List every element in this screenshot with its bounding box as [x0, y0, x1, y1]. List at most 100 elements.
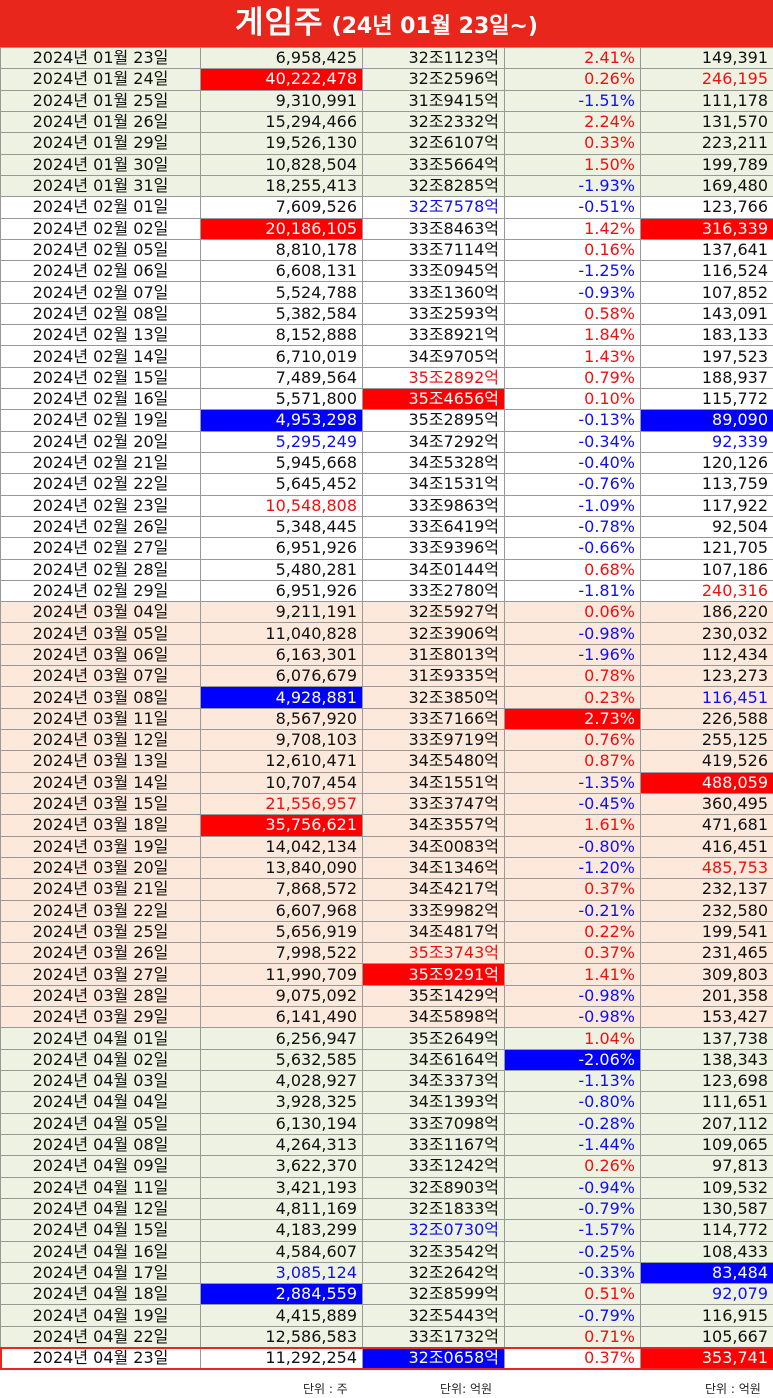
market-cap-cell: 34조5328억 [362, 451, 505, 475]
table-row: 2024년 02월 05일 8,810,178 33조7114억 0.16% 137,6… [0, 238, 773, 262]
amount-cell: 112,434 [640, 643, 773, 667]
amount-cell: 123,766 [640, 196, 773, 219]
change-cell: 0.06% [504, 601, 641, 624]
change-cell: -0.21% [504, 899, 641, 922]
amount-cell: 149,391 [640, 46, 773, 70]
change-cell: -1.13% [504, 1069, 641, 1093]
date-cell: 2024년 01월 24일 [0, 68, 201, 91]
amount-cell: 226,588 [640, 707, 773, 731]
market-cap-cell: 32조8903억 [362, 1176, 505, 1199]
volume-cell: 5,656,919 [200, 920, 363, 944]
amount-cell: 201,358 [640, 984, 773, 1008]
table-row: 2024년 03월 22일 6,607,968 33조9982억 -0.21% 232,… [0, 899, 773, 922]
table-row: 2024년 02월 15일 7,489,564 35조2892억 0.79% 188,9… [0, 366, 773, 390]
table-row: 2024년 03월 28일 9,075,092 35조1429억 -0.98% 201,… [0, 984, 773, 1008]
date-cell: 2024년 02월 05일 [0, 238, 201, 262]
date-cell: 2024년 04월 03일 [0, 1069, 201, 1093]
amount-cell: 109,065 [640, 1133, 773, 1157]
date-cell: 2024년 04월 17일 [0, 1261, 201, 1285]
amount-cell: 231,465 [640, 942, 773, 965]
change-cell: 0.22% [504, 920, 641, 944]
amount-cell: 111,178 [640, 89, 773, 112]
table-row: 2024년 04월 05일 6,130,194 33조7098억 -0.28% 207,… [0, 1112, 773, 1135]
stock-table-body: 2024년 01월 23일 6,958,425 32조1123억 2.41% 149,3… [0, 46, 773, 1370]
change-cell: -0.28% [504, 1112, 641, 1135]
change-cell: 2.24% [504, 110, 641, 134]
volume-cell: 3,928,325 [200, 1091, 363, 1114]
date-cell: 2024년 04월 15일 [0, 1219, 201, 1242]
change-cell: 0.26% [504, 1155, 641, 1178]
market-cap-cell: 34조4217억 [362, 878, 505, 901]
market-cap-cell: 32조8599억 [362, 1283, 505, 1306]
market-cap-cell: 33조1167억 [362, 1133, 505, 1157]
market-cap-cell: 34조6164억 [362, 1048, 505, 1072]
volume-cell: 6,163,301 [200, 643, 363, 667]
date-cell: 2024년 02월 20일 [0, 430, 201, 453]
date-cell: 2024년 01월 29일 [0, 132, 201, 155]
amount-cell: 199,541 [640, 920, 773, 944]
table-row: 2024년 03월 07일 6,076,679 31조9335억 0.78% 123,2… [0, 665, 773, 688]
amount-cell: 117,922 [640, 494, 773, 517]
volume-cell: 40,222,478 [200, 68, 363, 91]
date-cell: 2024년 03월 18일 [0, 814, 201, 837]
volume-cell: 4,584,607 [200, 1240, 363, 1263]
change-cell: -0.33% [504, 1261, 641, 1285]
market-cap-cell: 34조9705억 [362, 345, 505, 368]
amount-cell: 120,126 [640, 451, 773, 475]
market-cap-cell: 32조1123억 [362, 46, 505, 70]
table-row: 2024년 02월 14일 6,710,019 34조9705억 1.43% 197,5… [0, 345, 773, 368]
table-row: 2024년 04월 09일 3,622,370 33조1242억 0.26% 97,81… [0, 1155, 773, 1178]
date-cell: 2024년 02월 28일 [0, 558, 201, 581]
date-cell: 2024년 03월 07일 [0, 665, 201, 688]
table-row: 2024년 02월 16일 5,571,800 35조4656억 0.10% 115,7… [0, 387, 773, 411]
date-cell: 2024년 04월 16일 [0, 1240, 201, 1263]
change-cell: 0.26% [504, 68, 641, 91]
amount-cell: 255,125 [640, 728, 773, 752]
market-cap-cell: 34조5898억 [362, 1006, 505, 1029]
amount-cell: 109,532 [640, 1176, 773, 1199]
change-cell: 2.73% [504, 707, 641, 731]
change-cell: 0.87% [504, 750, 641, 773]
change-cell: 0.37% [504, 1347, 641, 1370]
volume-cell: 4,028,927 [200, 1069, 363, 1093]
change-cell: -0.40% [504, 451, 641, 475]
market-cap-cell: 32조0658억 [362, 1347, 505, 1370]
volume-cell: 3,421,193 [200, 1176, 363, 1199]
volume-cell: 7,609,526 [200, 196, 363, 219]
market-cap-cell: 31조9335억 [362, 665, 505, 688]
volume-cell: 12,610,471 [200, 750, 363, 773]
amount-cell: 232,580 [640, 899, 773, 922]
change-cell: 1.42% [504, 217, 641, 240]
market-cap-cell: 34조1346억 [362, 856, 505, 880]
amount-cell: 153,427 [640, 1006, 773, 1029]
change-cell: 1.61% [504, 814, 641, 837]
amount-cell: 240,316 [640, 579, 773, 603]
date-cell: 2024년 03월 14일 [0, 771, 201, 794]
volume-cell: 2,884,559 [200, 1283, 363, 1306]
table-row: 2024년 02월 07일 5,524,788 33조1360억 -0.93% 107,… [0, 281, 773, 304]
amount-cell: 89,090 [640, 409, 773, 432]
change-cell: 0.71% [504, 1325, 641, 1349]
page-title: 게임주 (24년 01월 23일~) [0, 0, 773, 47]
volume-cell: 4,415,889 [200, 1304, 363, 1327]
market-cap-cell: 35조2892억 [362, 366, 505, 390]
market-cap-cell: 32조0730억 [362, 1219, 505, 1242]
change-cell: 0.51% [504, 1283, 641, 1306]
market-cap-cell: 32조3542억 [362, 1240, 505, 1263]
change-cell: -0.98% [504, 1006, 641, 1029]
amount-cell: 232,137 [640, 878, 773, 901]
change-cell: -1.81% [504, 579, 641, 603]
volume-cell: 5,295,249 [200, 430, 363, 453]
amount-cell: 207,112 [640, 1112, 773, 1135]
change-cell: 1.84% [504, 324, 641, 347]
volume-cell: 8,567,920 [200, 707, 363, 731]
date-cell: 2024년 02월 15일 [0, 366, 201, 390]
date-cell: 2024년 02월 02일 [0, 217, 201, 240]
change-cell: 1.50% [504, 153, 641, 176]
table-row: 2024년 04월 01일 6,256,947 35조2649억 1.04% 137,7… [0, 1027, 773, 1050]
date-cell: 2024년 04월 05일 [0, 1112, 201, 1135]
change-cell: -0.66% [504, 537, 641, 560]
amount-cell: 419,526 [640, 750, 773, 773]
market-cap-cell: 32조2332억 [362, 110, 505, 134]
table-row: 2024년 04월 08일 4,264,313 33조1167억 -1.44% 109,… [0, 1133, 773, 1157]
